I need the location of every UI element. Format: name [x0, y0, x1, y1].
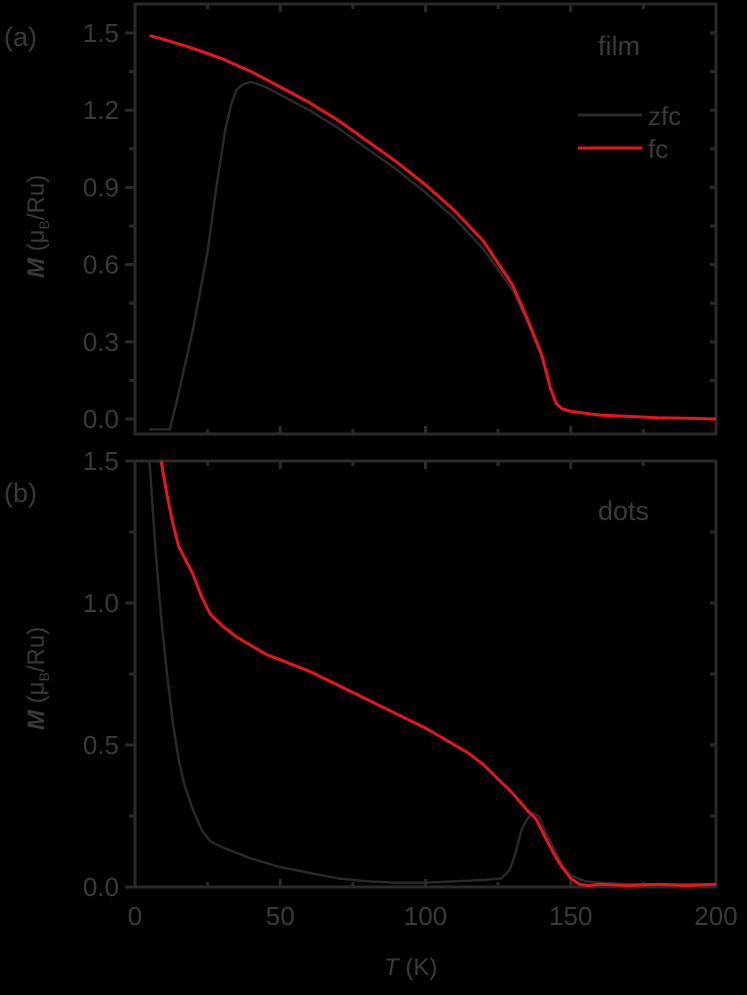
y-tick-label: 0.3 [83, 327, 119, 357]
x-tick-label: 50 [266, 901, 295, 931]
x-axis-title-unit: (K) [399, 954, 438, 981]
y-tick-label: 1.2 [83, 95, 119, 125]
y-tick-label: 1.5 [83, 446, 119, 476]
panel-b-y-axis-title: M (μB/Ru) [23, 627, 52, 730]
y-tick-label: 0.6 [83, 250, 119, 280]
series-zfc-line [149, 80, 717, 431]
y-axis-title-unit-close: /Ru) [23, 175, 50, 220]
x-tick-label: 200 [694, 901, 737, 931]
y-axis-title-unit-open: (μ [23, 230, 50, 259]
panel-b-y-ticks: 0.0 0.5 1.0 1.5 [83, 446, 716, 902]
panel-a-frame [133, 2, 718, 436]
y-axis-title-unit-sub: B [36, 220, 52, 229]
y-tick-label: 1.0 [83, 588, 119, 618]
x-axis-title: T (K) [384, 954, 437, 981]
panel-b: 0.0 0.5 1.0 1.5 0 50 100 150 200 (b) dots M (μB… [4, 446, 738, 981]
panel-a-annotation: film [598, 31, 640, 61]
y-tick-label: 0.5 [83, 730, 119, 760]
y-tick-label: 0.0 [83, 872, 119, 902]
panel-a-series [149, 34, 717, 431]
series-fc-line [149, 34, 717, 421]
panel-b-annotation: dots [598, 496, 649, 526]
y-axis-title-unit-close: /Ru) [23, 627, 50, 672]
y-axis-title-symbol: M [23, 257, 50, 278]
y-axis-title-unit-open: (μ [23, 682, 50, 711]
legend-fc-label: fc [648, 134, 668, 164]
y-tick-label: 0.0 [83, 404, 119, 434]
panel-b-series [148, 460, 717, 888]
y-axis-title-unit-sub: B [36, 672, 52, 681]
panel-a-x-ticks [133, 4, 718, 434]
legend-zfc-label: zfc [648, 101, 681, 131]
panel-b-label: (b) [4, 478, 37, 508]
y-tick-label: 1.5 [83, 18, 119, 48]
svg-text:M (μB/Ru): M (μB/Ru) [23, 627, 52, 730]
series-zfc-line [148, 460, 716, 886]
panel-a-label: (a) [4, 22, 37, 52]
panel-a-y-axis-title: M (μB/Ru) [23, 175, 52, 278]
x-tick-label: 150 [549, 901, 592, 931]
panel-a: 0.0 0.3 0.6 0.9 1.2 1.5 (a) film zfc fc M (μB… [4, 2, 718, 436]
svg-text:M (μB/Ru): M (μB/Ru) [23, 175, 52, 278]
x-axis-title-symbol: T [384, 954, 401, 981]
x-tick-label: 100 [404, 901, 447, 931]
x-tick-label: 0 [128, 901, 142, 931]
y-tick-label: 0.9 [83, 172, 119, 202]
legend: zfc fc [578, 101, 681, 164]
series-fc-line [159, 460, 717, 888]
panel-a-y-ticks: 0.0 0.3 0.6 0.9 1.2 1.5 [83, 18, 716, 434]
panel-b-x-ticks: 0 50 100 150 200 [128, 461, 738, 931]
y-axis-title-symbol: M [23, 709, 50, 730]
